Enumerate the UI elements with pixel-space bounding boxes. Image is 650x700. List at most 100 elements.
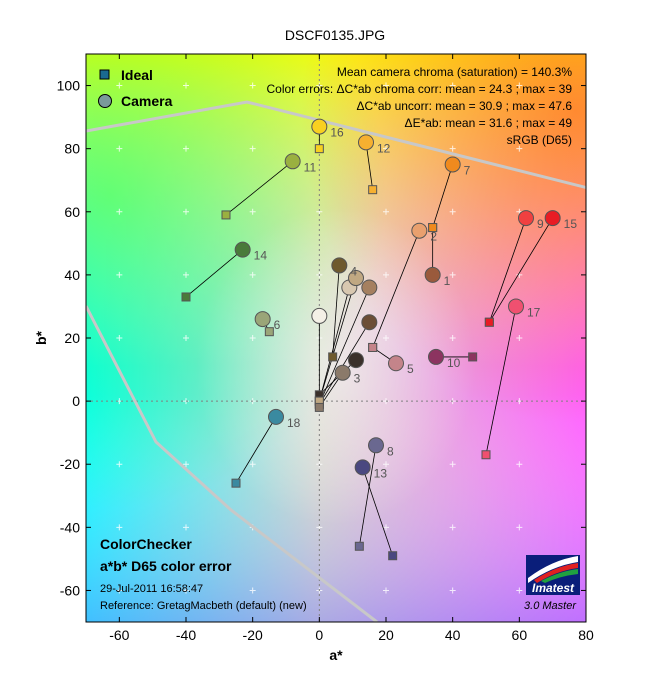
patch-error-line xyxy=(372,230,420,348)
patch-ideal-marker xyxy=(328,352,338,362)
grid-mark xyxy=(183,145,189,152)
patch-ideal-marker xyxy=(264,327,274,337)
neutral-camera-marker xyxy=(348,270,364,287)
caption-reference: Reference: GretagMacbeth (default) (new) xyxy=(100,600,307,612)
grid-mark xyxy=(383,587,389,594)
patch-camera-marker xyxy=(444,156,461,173)
stats-line-dc-uncorr: ΔC*ab uncorr: mean = 30.9 ; max = 47.6 xyxy=(357,99,573,113)
y-axis-label: b* xyxy=(33,330,49,345)
patch-number-label: 3 xyxy=(354,372,361,386)
logo-version: 3.0 Master xyxy=(524,600,577,612)
patch-ideal-marker xyxy=(314,402,324,412)
patch-error-line xyxy=(488,217,527,323)
grid-mark xyxy=(383,145,389,152)
patch-camera-marker xyxy=(518,210,534,227)
patch-camera-marker xyxy=(334,364,351,381)
grid-mark xyxy=(116,524,123,531)
grid-mark xyxy=(449,524,456,531)
patch-number-label: 12 xyxy=(377,141,391,155)
patch-camera-marker xyxy=(354,459,371,476)
grid-mark xyxy=(249,271,256,278)
grid-mark xyxy=(383,82,389,89)
patch-number-label: 7 xyxy=(464,163,471,177)
patch-error-line xyxy=(432,164,454,228)
patch-ideal-marker xyxy=(468,352,478,362)
x-tick-label: -20 xyxy=(243,627,263,643)
patch-number-label: 8 xyxy=(387,444,394,458)
patch-camera-marker xyxy=(254,311,271,328)
caption-date: 29-Jul-2011 16:58:47 xyxy=(100,583,203,595)
grid-mark xyxy=(116,208,123,215)
patch-ideal-marker xyxy=(231,478,241,488)
grid-mark xyxy=(449,145,456,152)
patch-number-label: 13 xyxy=(374,466,388,480)
patch-camera-marker xyxy=(234,241,251,258)
patch-number-label: 4 xyxy=(350,264,357,278)
patch-error-line xyxy=(358,445,377,547)
chart-title: DSCF0135.JPG xyxy=(285,27,385,43)
patch-ideal-marker xyxy=(428,223,438,233)
grid-mark xyxy=(249,461,256,468)
patch-error-line xyxy=(332,265,340,357)
grid-mark xyxy=(516,461,523,468)
gamut-boundary-lower xyxy=(86,305,378,622)
patch-camera-marker xyxy=(331,257,348,274)
imatest-logo: Imatest xyxy=(526,555,580,595)
patch-number-label: 5 xyxy=(407,362,414,376)
stats-line-colorspace: sRGB (D65) xyxy=(507,133,572,147)
patch-error-line xyxy=(185,249,243,298)
patch-ideal-marker xyxy=(484,317,494,327)
legend-camera-label: Camera xyxy=(121,93,173,109)
grid-mark xyxy=(116,82,123,89)
patch-number-label: 1 xyxy=(444,274,451,288)
grid-mark xyxy=(116,145,123,152)
grid-mark xyxy=(383,524,389,531)
axes: -60 -40 -20 0 20 40 60 80 -60 -40 -20 0 20 40 60 80 100 xyxy=(57,54,594,643)
patch-camera-marker xyxy=(544,210,561,227)
grid-mark xyxy=(249,145,256,152)
legend-ideal-swatch xyxy=(99,69,110,80)
patch-number-label: 10 xyxy=(447,356,461,370)
grid-mark xyxy=(516,524,523,531)
chart-caption: ColorChecker a*b* D65 color error 29-Jul… xyxy=(100,536,307,612)
grid-mark xyxy=(249,587,256,594)
patch-number-label: 16 xyxy=(330,126,344,140)
stats-line-de: ΔE*ab: mean = 31.6 ; max = 49 xyxy=(405,116,573,130)
grid-mark xyxy=(183,335,189,341)
grid-mark xyxy=(116,587,123,594)
grid-mark xyxy=(516,587,523,594)
patch-number-label: 6 xyxy=(274,318,281,332)
grid-mark xyxy=(449,82,456,89)
grid-mark xyxy=(383,271,389,278)
patch-number-label: 18 xyxy=(287,416,301,430)
grid-mark xyxy=(183,82,189,89)
grid-mark xyxy=(383,335,389,341)
neutral-camera-marker xyxy=(361,314,378,331)
patch-camera-marker xyxy=(368,437,384,454)
grid-mark xyxy=(183,271,189,278)
y-tick-label: -20 xyxy=(60,456,80,472)
y-tick-label: 80 xyxy=(64,141,80,157)
legend: Ideal Camera xyxy=(98,67,173,109)
patch-number-label: 11 xyxy=(304,160,317,174)
patch-error-line xyxy=(362,467,394,556)
grid-mark xyxy=(183,524,189,531)
y-tick-label: 0 xyxy=(72,393,80,409)
grid-mark xyxy=(449,587,456,594)
patch-error-line xyxy=(225,160,293,216)
patch-camera-marker xyxy=(411,222,428,239)
x-tick-label: 60 xyxy=(512,627,528,643)
grid-mark xyxy=(449,271,456,278)
grid-mark xyxy=(183,461,189,468)
y-tick-label: 20 xyxy=(64,330,80,346)
grid xyxy=(86,54,586,622)
neutral-error-line xyxy=(318,287,370,405)
patch-number-label: 17 xyxy=(527,305,541,319)
patch-camera-marker xyxy=(268,408,284,425)
legend-ideal-label: Ideal xyxy=(121,67,153,83)
x-tick-label: 0 xyxy=(315,627,323,643)
patch-ideal-marker xyxy=(221,210,231,220)
grid-mark xyxy=(449,335,456,341)
grid-mark xyxy=(116,461,123,468)
